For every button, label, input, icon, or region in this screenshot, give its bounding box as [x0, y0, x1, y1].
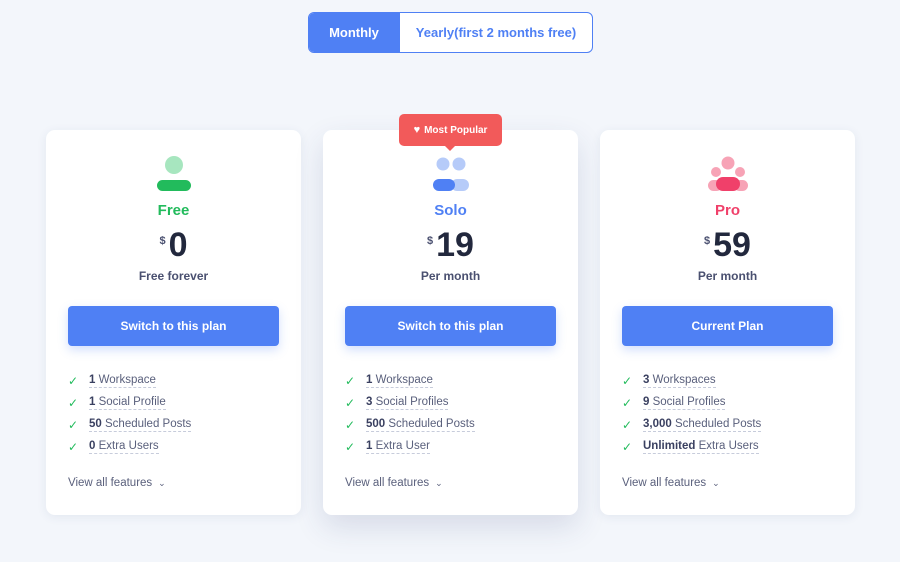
plan-name: Free: [157, 202, 190, 219]
badge-label: Most Popular: [424, 124, 488, 136]
view-all-label: View all features: [345, 477, 430, 489]
billing-period-toggle: Monthly Yearly(first 2 months free): [308, 12, 593, 53]
feature-item: ✓ 3,000 Scheduled Posts: [622, 418, 762, 432]
team-users-icon: [707, 156, 748, 191]
chevron-down-icon: ⌄: [435, 477, 443, 488]
currency-symbol: $: [427, 235, 434, 247]
check-icon: ✓: [68, 440, 79, 454]
heart-icon: ♥: [413, 123, 421, 136]
view-all-features-link[interactable]: View all features ⌄: [622, 477, 720, 489]
feature-list: ✓ 1 Workspace ✓ 1 Social Profile ✓ 50 Sched…: [68, 370, 192, 458]
check-icon: ✓: [68, 418, 79, 432]
feature-item: ✓ 0 Extra Users: [68, 440, 159, 454]
plan-name: Solo: [434, 202, 467, 219]
chevron-down-icon: ⌄: [712, 477, 720, 488]
switch-plan-button[interactable]: Switch to this plan: [68, 306, 279, 346]
billing-period: Per month: [420, 269, 481, 283]
check-icon: ✓: [345, 440, 356, 454]
feature-item: ✓ 1 Workspace: [68, 374, 156, 388]
plan-card-solo: ♥ Most Popular Solo $ 19 Per month Switc…: [323, 114, 578, 515]
check-icon: ✓: [622, 418, 633, 432]
plan-price: $ 0: [46, 227, 301, 263]
feature-list: ✓ 3 Workspaces ✓ 9 Social Profiles ✓ 3,000 …: [622, 370, 762, 458]
plan-card-pro: Pro $ 59 Per month Current Plan ✓ 3 Works…: [600, 130, 855, 515]
current-plan-button[interactable]: Current Plan: [622, 306, 833, 346]
check-icon: ✓: [345, 418, 356, 432]
check-icon: ✓: [345, 374, 356, 388]
currency-symbol: $: [704, 235, 711, 247]
plan-price: $ 19: [323, 227, 578, 263]
most-popular-badge: ♥ Most Popular: [399, 114, 502, 151]
plan-card-free: Free $ 0 Free forever Switch to this pla…: [46, 130, 301, 515]
view-all-features-link[interactable]: View all features ⌄: [345, 477, 443, 489]
yearly-option[interactable]: Yearly(first 2 months free): [399, 13, 592, 52]
check-icon: ✓: [68, 374, 79, 388]
two-users-icon: [432, 157, 469, 191]
view-all-label: View all features: [68, 477, 153, 489]
check-icon: ✓: [622, 374, 633, 388]
check-icon: ✓: [345, 396, 356, 410]
single-user-icon: [156, 156, 191, 191]
price-amount: 0: [168, 226, 188, 264]
feature-item: ✓ 500 Scheduled Posts: [345, 418, 475, 432]
check-icon: ✓: [622, 396, 633, 410]
feature-item: ✓ Unlimited Extra Users: [622, 440, 759, 454]
check-icon: ✓: [68, 396, 79, 410]
billing-period: Free forever: [138, 269, 209, 283]
billing-period: Per month: [697, 269, 758, 283]
feature-item: ✓ 3 Workspaces: [622, 374, 716, 388]
feature-item: ✓ 1 Extra User: [345, 440, 430, 454]
plan-price: $ 59: [600, 227, 855, 263]
feature-item: ✓ 50 Scheduled Posts: [68, 418, 192, 432]
feature-item: ✓ 1 Workspace: [345, 374, 433, 388]
feature-list: ✓ 1 Workspace ✓ 3 Social Profiles ✓ 500 Sch…: [345, 370, 475, 458]
feature-item: ✓ 3 Social Profiles: [345, 396, 449, 410]
currency-symbol: $: [159, 235, 166, 247]
feature-item: ✓ 9 Social Profiles: [622, 396, 726, 410]
plan-name: Pro: [714, 202, 740, 219]
price-amount: 59: [713, 226, 751, 264]
chevron-down-icon: ⌄: [158, 477, 166, 488]
feature-item: ✓ 1 Social Profile: [68, 396, 166, 410]
price-amount: 19: [436, 226, 474, 264]
view-all-features-link[interactable]: View all features ⌄: [68, 477, 166, 489]
view-all-label: View all features: [622, 477, 707, 489]
switch-plan-button[interactable]: Switch to this plan: [345, 306, 556, 346]
monthly-option[interactable]: Monthly: [309, 13, 399, 52]
check-icon: ✓: [622, 440, 633, 454]
